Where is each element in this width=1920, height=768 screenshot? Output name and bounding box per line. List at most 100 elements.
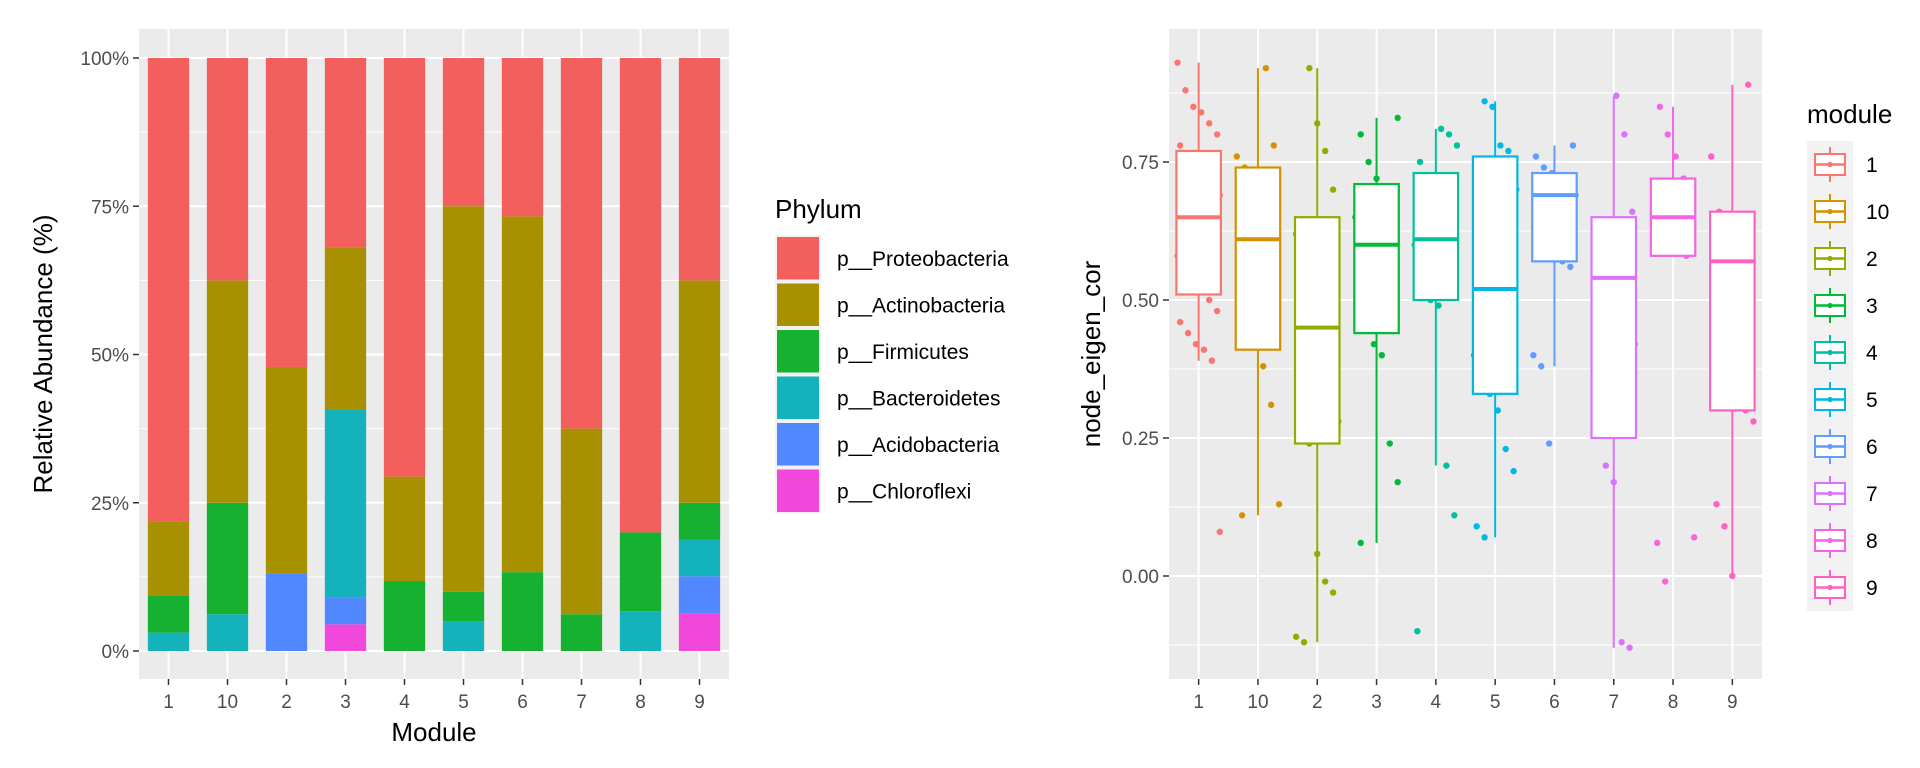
bar-segment-1-p-proteobacteria <box>147 58 190 522</box>
jitter-point-6 <box>1530 352 1537 359</box>
bar-segment-8-p-proteobacteria <box>619 58 662 533</box>
bar-y-tick-label: 50% <box>91 346 129 367</box>
jitter-point-8 <box>1661 578 1669 585</box>
module-legend-point-4 <box>1827 349 1833 356</box>
jitter-point-9 <box>1744 81 1752 88</box>
box-x-tick-label: 7 <box>1608 692 1619 713</box>
box-x-axis-ticks: 1 10 2 3 4 5 6 7 8 9 <box>1193 679 1738 713</box>
jitter-point-5 <box>1494 407 1501 414</box>
jitter-point-1 <box>1192 340 1200 348</box>
phylum-legend-title: Phylum <box>775 194 862 224</box>
bar-segment-1-p-actinobacteria <box>147 521 190 596</box>
bar-segment-3-p-proteobacteria <box>324 58 367 248</box>
jitter-point-3 <box>1394 114 1401 122</box>
bar-segment-9-p-firmicutes <box>678 502 721 540</box>
module-legend-point-5 <box>1827 396 1833 403</box>
box-x-tick-label: 4 <box>1431 692 1442 713</box>
bar-segment-10-p-proteobacteria <box>206 58 249 281</box>
bar-x-tick-label: 5 <box>458 692 469 713</box>
jitter-point-1 <box>1216 528 1223 536</box>
bar-x-tick-label: 8 <box>635 692 646 713</box>
box-2 <box>1293 216 1341 445</box>
jitter-point-1 <box>1174 59 1181 66</box>
bar-segment-4-p-firmicutes <box>383 581 426 651</box>
box-x-tick-label: 6 <box>1549 692 1560 713</box>
box-5 <box>1471 155 1519 395</box>
box-x-tick-label: 3 <box>1371 692 1382 713</box>
bar-segment-10-p-bacteroidetes <box>206 614 249 651</box>
module-legend-label: 9 <box>1866 577 1878 600</box>
box-y-axis-title: node_eigen_cor <box>1076 260 1106 447</box>
phylum-legend-label: p__Actinobacteria <box>837 295 1005 318</box>
bar-segment-3-p-actinobacteria <box>324 247 367 410</box>
bar-segment-6-p-actinobacteria <box>501 216 544 573</box>
module-legend-title: module <box>1807 99 1892 129</box>
jitter-point-6 <box>1540 164 1548 171</box>
jitter-point-1 <box>1200 346 1208 353</box>
phylum-legend-swatch-p-proteobacteria <box>777 237 819 280</box>
box-x-tick-label: 1 <box>1193 692 1204 713</box>
phylum-legend-swatch-p-actinobacteria <box>777 283 819 326</box>
bar-x-axis-ticks: 1 10 2 3 4 5 6 7 8 9 <box>163 679 705 713</box>
jitter-point-8 <box>1654 539 1661 547</box>
bar-segment-3-p-bacteroidetes <box>324 409 367 598</box>
module-legend-point-7 <box>1827 490 1833 497</box>
jitter-point-1 <box>1184 329 1192 337</box>
bar-segment-7-p-proteobacteria <box>560 58 603 429</box>
jitter-point-6 <box>1569 142 1577 149</box>
bar-segment-2-p-acidobacteria <box>265 573 308 651</box>
phylum-legend-swatch-p-firmicutes <box>777 330 819 373</box>
jitter-point-2 <box>1329 589 1337 596</box>
jitter-point-3 <box>1394 478 1401 486</box>
bar-series-group <box>147 58 721 651</box>
bar-y-tick-label: 100% <box>80 49 129 70</box>
jitter-point-1 <box>1213 131 1221 138</box>
jitter-point-1 <box>1176 142 1184 149</box>
jitter-point-4 <box>1453 142 1461 149</box>
box-y-tick-label: 0.75 <box>1122 153 1159 174</box>
jitter-point-5 <box>1481 98 1488 105</box>
jitter-point-7 <box>1626 644 1633 651</box>
jitter-point-2 <box>1292 633 1300 640</box>
bar-segment-8-p-bacteroidetes <box>619 611 662 651</box>
phylum-legend-swatch-p-bacteroidetes <box>777 376 819 419</box>
jitter-point-1 <box>1182 87 1189 94</box>
bar-segment-5-p-actinobacteria <box>442 206 485 592</box>
jitter-point-3 <box>1370 340 1378 348</box>
jitter-point-1 <box>1208 357 1216 364</box>
bar-y-axis-ticks: 0% 25% 50% 75% 100% <box>80 49 139 663</box>
jitter-point-8 <box>1664 131 1671 138</box>
bar-segment-5-p-firmicutes <box>442 591 485 622</box>
jitter-point-2 <box>1300 639 1308 646</box>
jitter-point-1 <box>1206 296 1213 304</box>
jitter-point-4 <box>1445 131 1453 138</box>
phylum-legend-label: p__Acidobacteria <box>837 434 1000 457</box>
box-x-tick-label: 2 <box>1312 692 1323 713</box>
bar-segment-5-p-proteobacteria <box>442 58 485 207</box>
bar-segment-4-p-actinobacteria <box>383 476 426 582</box>
jitter-point-7 <box>1613 92 1620 99</box>
jitter-point-5 <box>1502 445 1509 453</box>
module-legend-point-10 <box>1827 208 1833 215</box>
module-legend: module 1 10 2 3 4 5 6 7 8 9 <box>1807 99 1892 611</box>
module-legend-label: 1 <box>1866 154 1878 177</box>
bar-segment-6-p-firmicutes <box>501 572 544 651</box>
bar-y-tick-label: 0% <box>102 642 130 663</box>
module-legend-point-6 <box>1827 443 1833 450</box>
bar-x-tick-label: 6 <box>517 692 528 713</box>
jitter-point-10 <box>1267 401 1275 409</box>
box-y-tick-label: 0.50 <box>1122 291 1159 312</box>
bar-segment-9-p-acidobacteria <box>678 576 721 614</box>
jitter-point-7 <box>1621 131 1628 138</box>
jitter-point-3 <box>1365 158 1372 166</box>
module-legend-label: 7 <box>1866 483 1878 506</box>
stacked-bar-chart: 0% 25% 50% 75% 100% 1 10 2 3 4 5 6 7 8 9 Module Relat… <box>28 29 1009 747</box>
bar-x-tick-label: 9 <box>694 692 705 713</box>
jitter-point-8 <box>1656 103 1664 111</box>
boxplot-chart: 0.00 0.25 0.50 0.75 1 10 2 3 4 5 6 7 8 9 node_eigen_… <box>1076 29 1892 713</box>
box-y-axis-ticks: 0.00 0.25 0.50 0.75 <box>1122 153 1169 588</box>
bar-segment-3-p-chloroflexi <box>324 624 367 651</box>
phylum-legend-label: p__Firmicutes <box>837 341 969 364</box>
jitter-point-2 <box>1321 147 1329 155</box>
module-legend-label: 10 <box>1866 201 1889 224</box>
